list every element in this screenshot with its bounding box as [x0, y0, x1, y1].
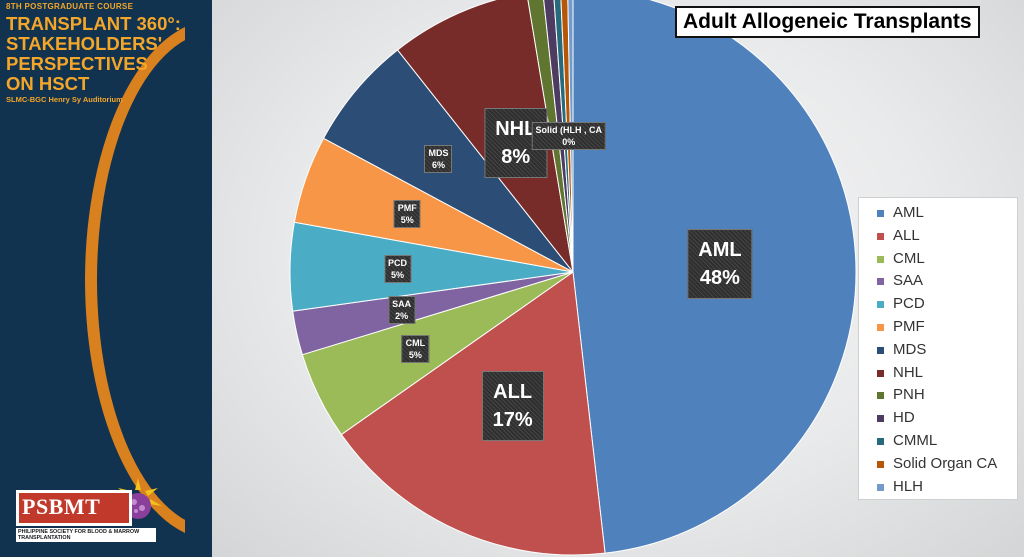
- legend-item-hd: HD: [877, 407, 1017, 430]
- legend-item-nhl: NHL: [877, 362, 1017, 385]
- legend-swatch: [877, 483, 884, 491]
- slice-label-name: SAA: [392, 298, 412, 309]
- legend-item-aml: AML: [877, 202, 1017, 225]
- slice-label-percent: 2%: [395, 310, 409, 321]
- slice-label-pmf: PMF 5%: [393, 200, 421, 229]
- legend-label: NHL: [893, 363, 924, 381]
- sidebar-panel: 8TH POSTGRADUATE COURSE TRANSPLANT 360°:…: [0, 0, 212, 557]
- legend-label: SAA: [893, 272, 924, 290]
- chart-title: Adult Allogeneic Transplants: [675, 6, 980, 38]
- legend-item-solid-organ-ca: Solid Organ CA: [877, 453, 1017, 476]
- legend-swatch: [877, 210, 884, 217]
- legend-swatch: [877, 415, 884, 423]
- legend-item-hlh: HLH: [877, 476, 1017, 499]
- legend-label: Solid Organ CA: [893, 454, 998, 472]
- legend-label: HD: [893, 409, 915, 427]
- venue-label: SLMC-BGC Henry Sy Auditorium: [6, 95, 123, 104]
- logo-tagline: PHILIPPINE SOCIETY FOR BLOOD & MARROW TR…: [16, 528, 156, 542]
- legend-label: PNH: [893, 386, 925, 404]
- course-label: 8TH POSTGRADUATE COURSE: [6, 2, 134, 11]
- slice-label-percent: 17%: [492, 409, 533, 432]
- slice-label-percent: 6%: [431, 160, 445, 171]
- legend-item-saa: SAA: [877, 270, 1017, 293]
- slice-label-percent: 5%: [408, 349, 422, 360]
- logo-wordmark: PSBMT: [22, 494, 101, 519]
- legend-swatch: [877, 232, 884, 240]
- legend-swatch: [877, 460, 884, 468]
- psbmt-logo: PSBMT PHILIPPINE SOCIETY FOR BLOOD & MAR…: [16, 476, 162, 546]
- slice-label-all: ALL 17%: [481, 371, 544, 442]
- slice-label-name: MDS: [428, 148, 449, 159]
- legend-item-pmf: PMF: [877, 316, 1017, 339]
- legend-item-pnh: PNH: [877, 384, 1017, 407]
- slice-label-name: PMF: [397, 203, 417, 214]
- legend-item-mds: MDS: [877, 339, 1017, 362]
- slice-label-pcd: PCD 5%: [384, 254, 412, 283]
- legend-swatch: [877, 346, 884, 354]
- slice-label-percent: 0%: [562, 137, 576, 148]
- slice-label-name: PCD: [388, 257, 408, 268]
- slice-label-mds: MDS 6%: [424, 145, 453, 174]
- logo-box: [16, 490, 132, 526]
- pie-slice-hlh: [567, 0, 574, 273]
- course-title-line-4: ON HSCT: [6, 73, 90, 94]
- legend-item-pcd: PCD: [877, 293, 1017, 316]
- legend-swatch: [877, 255, 884, 263]
- slice-label-name: ALL: [493, 381, 533, 404]
- course-title-line-3: PERSPECTIVES: [6, 53, 148, 74]
- slice-label-saa: SAA 2%: [388, 295, 416, 324]
- legend-swatch: [877, 392, 884, 400]
- legend-label: PMF: [893, 317, 925, 335]
- slice-label-percent: 8%: [501, 145, 531, 168]
- slice-label-cml: CML 5%: [401, 334, 430, 363]
- chart-legend: AML ALL CML SAA PCD PMF MDS NHL PNH HD CMML Solid O…: [858, 197, 1018, 500]
- legend-swatch: [877, 323, 884, 331]
- pie-slice-all: [340, 271, 606, 556]
- legend-label: CMML: [893, 431, 938, 449]
- course-title-line-2: STAKEHOLDERS': [6, 33, 163, 54]
- slice-label-percent: 5%: [391, 269, 405, 280]
- legend-swatch: [877, 369, 884, 377]
- legend-label: ALL: [893, 226, 920, 244]
- legend-swatch: [877, 301, 884, 309]
- legend-item-cmml: CMML: [877, 430, 1017, 453]
- pie-slice-solid-organ-ca: [560, 0, 574, 273]
- slice-label-percent: 5%: [400, 215, 414, 226]
- legend-label: AML: [893, 204, 924, 221]
- slice-label-name: AML: [698, 238, 742, 261]
- legend-item-cml: CML: [877, 248, 1017, 271]
- course-title-line-1: TRANSPLANT 360°:: [6, 13, 181, 34]
- legend-swatch: [877, 278, 884, 286]
- slice-label-solid-organ-ca: Solid (HLH , CA 0%: [531, 122, 606, 151]
- legend-label: PCD: [893, 295, 925, 313]
- slice-label-name: Solid (HLH , CA: [535, 125, 602, 136]
- legend-swatch: [877, 437, 884, 445]
- legend-item-all: ALL: [877, 225, 1017, 248]
- slice-label-percent: 48%: [699, 266, 740, 289]
- slice-label-name: NHL: [495, 117, 537, 140]
- legend-label: CML: [893, 249, 925, 267]
- legend-label: HLH: [893, 477, 924, 495]
- legend-label: MDS: [893, 340, 927, 358]
- slice-label-aml: AML 48%: [687, 228, 753, 299]
- slice-label-name: CML: [405, 337, 426, 348]
